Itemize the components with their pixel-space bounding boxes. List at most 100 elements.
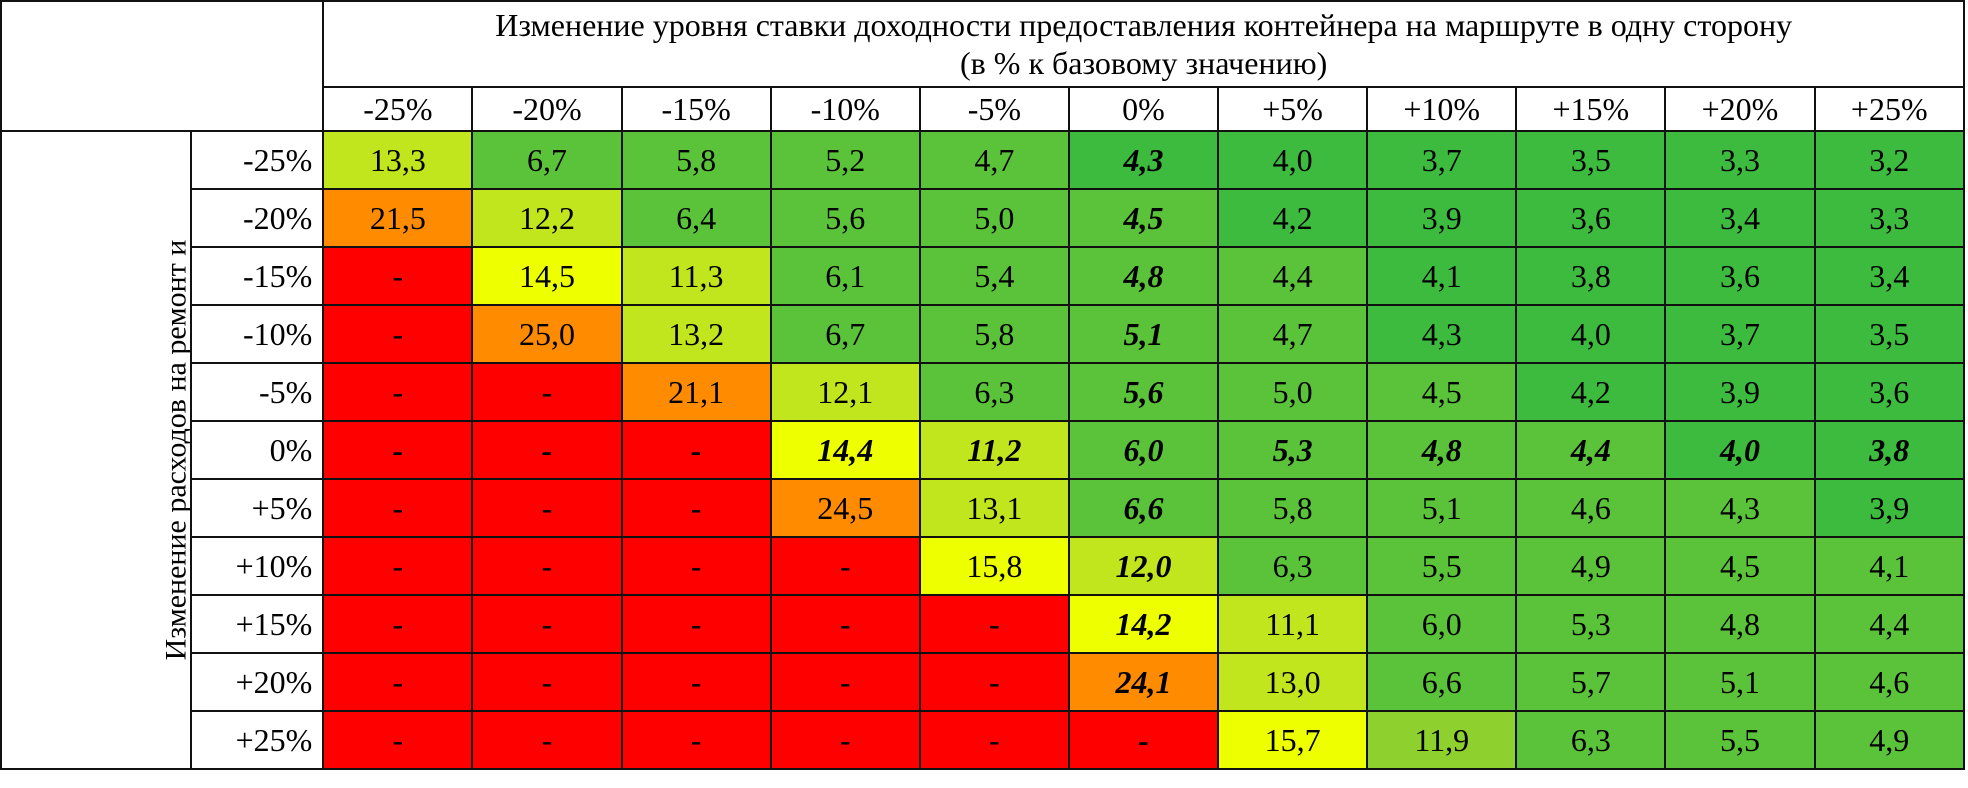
table-cell: 3,8 — [1515, 246, 1667, 306]
table-row: +10% - - - -15,8 12,0 6,3 5,5 4,9 4,5 4,1 — [1, 536, 1966, 596]
column-header: -5% — [918, 86, 1070, 132]
table-cell: 5,4 — [918, 246, 1070, 306]
table-cell: 4,3 — [1664, 478, 1816, 538]
column-header: -15% — [620, 86, 772, 132]
table-cell: 5,1 — [1067, 304, 1220, 364]
table-cell: 5,0 — [918, 188, 1070, 248]
table-cell: 4,5 — [1366, 362, 1518, 422]
row-header: +25% — [190, 710, 325, 770]
table-row: -5% - -21,1 12,1 6,3 5,6 5,0 4,5 4,2 3,9 3,6 — [1, 362, 1966, 422]
table-cell: 11,1 — [1217, 594, 1369, 654]
table-cell: 5,5 — [1664, 710, 1816, 770]
table-cell: - — [471, 652, 623, 712]
table-cell: 3,4 — [1664, 188, 1816, 248]
table-cell: 5,5 — [1366, 536, 1518, 596]
table-cell: - — [322, 710, 474, 770]
table-cell: 15,7 — [1217, 710, 1369, 770]
column-header: -20% — [471, 86, 623, 132]
table-row: +25% - - - - - -15,7 11,9 6,3 5,5 4,9 — [1, 710, 1966, 770]
table-cell: 4,0 — [1664, 420, 1816, 480]
column-title-line2: (в % к базовому значению) — [960, 45, 1328, 81]
table-cell: 5,6 — [1067, 362, 1220, 422]
row-group-title-text: Изменение расходов на ремонт исодержание… — [158, 239, 192, 661]
table-row: -15% -14,5 11,3 6,1 5,4 4,8 4,4 4,1 3,8 3,6 3,4 — [1, 246, 1966, 306]
row-header: -25% — [190, 130, 325, 190]
table-cell: 12,1 — [769, 362, 921, 422]
column-header: +5% — [1217, 86, 1369, 132]
row-title-line1: Изменение расходов на ремонт и — [159, 239, 192, 661]
table-cell: 25,0 — [471, 304, 623, 364]
sensitivity-table: Изменение уровня ставки доходности предо… — [0, 0, 1966, 770]
table-cell: - — [918, 652, 1070, 712]
table-cell: 5,0 — [1217, 362, 1369, 422]
table-cell: 5,8 — [1217, 478, 1369, 538]
table-cell: 3,9 — [1366, 188, 1518, 248]
table-row: +5% - - -24,5 13,1 6,6 5,8 5,1 4,6 4,3 3,9 — [1, 478, 1966, 538]
table-cell: 5,6 — [769, 188, 921, 248]
table-cell: 6,0 — [1067, 420, 1220, 480]
table-cell: 13,0 — [1217, 652, 1369, 712]
table-cell: - — [471, 478, 623, 538]
table-cell: 4,2 — [1217, 188, 1369, 248]
table-cell: - — [322, 478, 474, 538]
column-header: +10% — [1366, 86, 1518, 132]
table-cell: 4,5 — [1067, 188, 1220, 248]
table-cell: 3,3 — [1664, 130, 1816, 190]
row-group-title: Изменение расходов на ремонт исодержание… — [0, 130, 193, 770]
table-cell: 24,5 — [769, 478, 921, 538]
table-cell: 6,7 — [471, 130, 623, 190]
table-cell: 6,7 — [769, 304, 921, 364]
table-cell: 3,3 — [1813, 188, 1966, 248]
table-cell: - — [769, 710, 921, 770]
table-cell: 13,1 — [918, 478, 1070, 538]
table-cell: 5,8 — [620, 130, 772, 190]
table-row: Изменение расходов на ремонт исодержание… — [0, 130, 1966, 770]
table-cell: 13,2 — [620, 304, 772, 364]
table-cell: 3,6 — [1664, 246, 1816, 306]
table-cell: 4,0 — [1515, 304, 1667, 364]
table-cell: 11,2 — [918, 420, 1070, 480]
row-header: -5% — [190, 362, 325, 422]
table-cell: 11,9 — [1366, 710, 1518, 770]
table-cell: 3,6 — [1515, 188, 1667, 248]
table-cell: - — [471, 536, 623, 596]
table-cell: 3,5 — [1515, 130, 1667, 190]
table-cell: 12,0 — [1067, 536, 1220, 596]
table-row: -20% 21,5 12,2 6,4 5,6 5,0 4,5 4,2 3,9 3,6 3,4 3,3 — [1, 188, 1966, 248]
table-cell: - — [471, 362, 623, 422]
column-header: +20% — [1664, 86, 1816, 132]
table-cell: 4,8 — [1366, 420, 1518, 480]
table-cell: - — [620, 478, 772, 538]
column-header: -10% — [769, 86, 921, 132]
table-cell: 21,1 — [620, 362, 772, 422]
table-cell: 5,1 — [1664, 652, 1816, 712]
table-cell: - — [769, 536, 921, 596]
table-cell: - — [620, 652, 772, 712]
table-row: -10% -25,0 13,2 6,7 5,8 5,1 4,7 4,3 4,0 3,7 3,5 — [1, 304, 1966, 364]
table-cell: 6,1 — [769, 246, 921, 306]
table-cell: - — [620, 420, 772, 480]
table-cell: 6,6 — [1067, 478, 1220, 538]
table-cell: - — [918, 594, 1070, 654]
table-cell: - — [620, 710, 772, 770]
table-cell: 5,8 — [918, 304, 1070, 364]
table-cell: 24,1 — [1067, 652, 1220, 712]
table-cell: 14,5 — [471, 246, 623, 306]
table-row: 0% - - -14,4 11,2 6,0 5,3 4,8 4,4 4,0 3,8 — [1, 420, 1966, 480]
table-cell: 3,9 — [1813, 478, 1966, 538]
table-row: +20% - - - - -24,1 13,0 6,6 5,7 5,1 4,6 — [1, 652, 1966, 712]
row-header: -10% — [190, 304, 325, 364]
table-cell: 4,9 — [1813, 710, 1966, 770]
table-cell: 4,3 — [1366, 304, 1518, 364]
table-cell: 6,3 — [1217, 536, 1369, 596]
table-cell: 5,3 — [1515, 594, 1667, 654]
table-cell: 4,7 — [1217, 304, 1369, 364]
table-cell: - — [1067, 710, 1220, 770]
table-cell: - — [322, 420, 474, 480]
table-cell: 6,6 — [1366, 652, 1518, 712]
table-cell: 4,8 — [1664, 594, 1816, 654]
table-cell: 12,2 — [471, 188, 623, 248]
table-cell: 15,8 — [918, 536, 1070, 596]
column-header: -25% — [322, 86, 474, 132]
